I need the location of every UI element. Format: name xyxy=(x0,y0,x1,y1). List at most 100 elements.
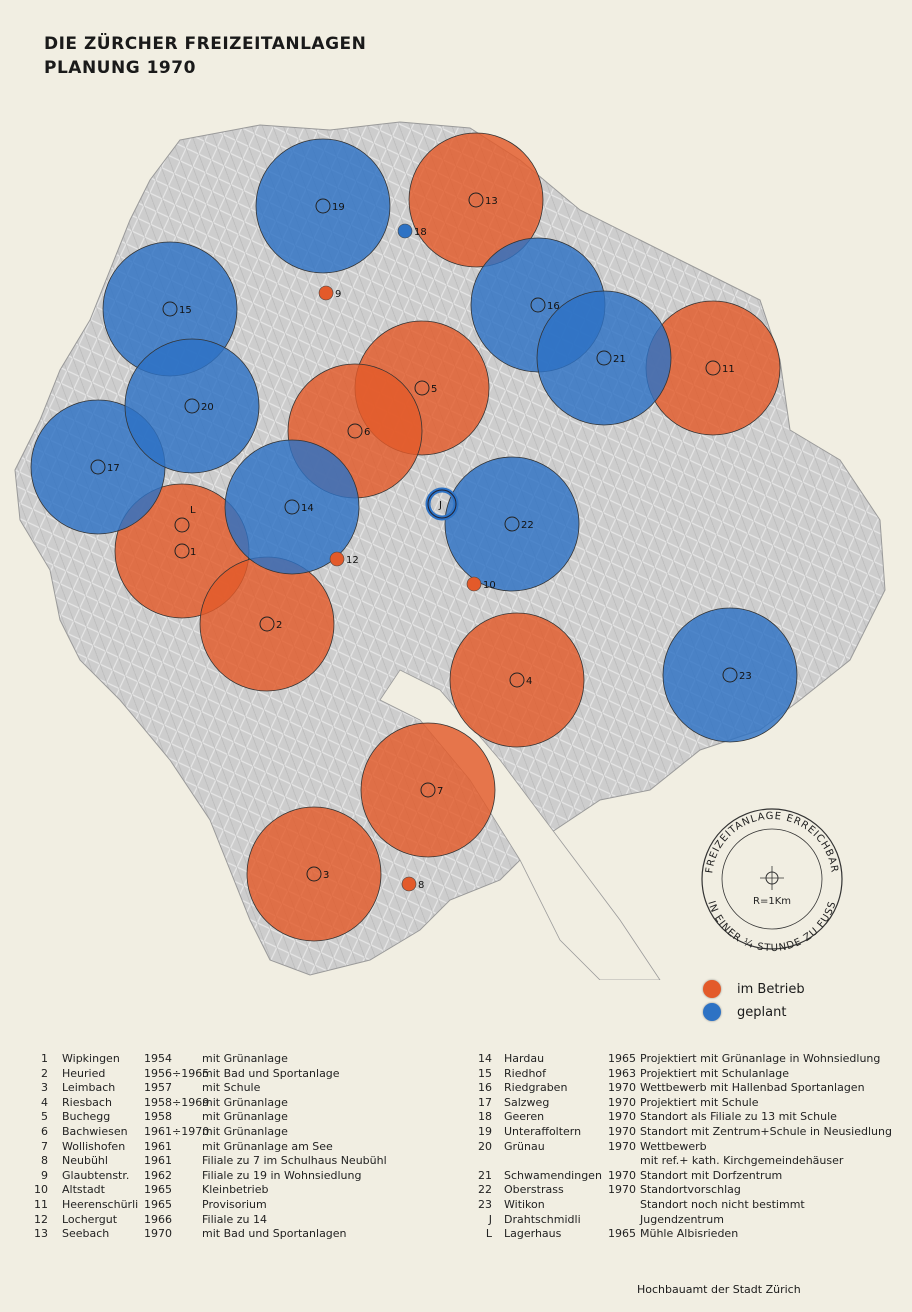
catchment-circle-21 xyxy=(536,290,672,426)
legend-planned: geplant xyxy=(703,1003,786,1021)
facility-year: 1970 xyxy=(608,1081,636,1095)
facility-note: mit Grünanlage xyxy=(202,1110,288,1124)
marker-11: 11 xyxy=(705,360,735,376)
facility-name: Heerenschürli xyxy=(62,1197,139,1211)
legend-orange-dot xyxy=(703,980,721,998)
facility-note: mit ref.+ kath. Kirchgemeindehäuser xyxy=(640,1154,844,1168)
facility-year: 1970 xyxy=(608,1168,636,1182)
facility-year: 1961÷1970 xyxy=(144,1124,210,1138)
facility-name: Schwamendingen xyxy=(504,1168,602,1182)
facility-row: 10 Altstadt 1965 Kleinbetrieb xyxy=(32,1183,432,1198)
facility-year: 1962 xyxy=(144,1168,172,1182)
facility-num: 16 xyxy=(478,1081,492,1095)
marker-label-15: 15 xyxy=(179,305,192,316)
marker-12: 12 xyxy=(329,551,359,567)
facility-name: Drahtschmidli xyxy=(504,1212,581,1226)
facility-row: 8 Neubühl 1961 Filiale zu 7 im Schulhaus Ne… xyxy=(32,1154,432,1169)
marker-label-13: 13 xyxy=(485,196,498,207)
facility-row: 15 Riedhof 1963 Projektiert mit Schulanlage xyxy=(478,1067,908,1082)
marker-label-7: 7 xyxy=(437,786,443,797)
stamp-radius-label: R=1Km xyxy=(753,896,791,907)
catchment-circles xyxy=(30,132,798,942)
facility-row: 18 Geeren 1970 Standort als Filiale zu 13 m… xyxy=(478,1110,908,1125)
marker-2: 2 xyxy=(259,616,282,632)
facility-num: 7 xyxy=(41,1139,48,1153)
facility-name: Hardau xyxy=(504,1052,545,1065)
facility-row: 17 Salzweg 1970 Projektiert mit Schule xyxy=(478,1096,908,1111)
facility-year: 1961 xyxy=(144,1139,172,1153)
marker-label-8: 8 xyxy=(418,880,424,891)
marker-22: 22 xyxy=(504,516,534,532)
facility-year: 1970 xyxy=(608,1095,636,1109)
catchment-circle-7 xyxy=(360,722,496,858)
facility-row: J Drahtschmidli Jugendzentrum xyxy=(478,1213,908,1228)
catchment-circle-2 xyxy=(199,556,335,692)
facility-note: Filiale zu 14 xyxy=(202,1212,267,1226)
marker-5: 5 xyxy=(414,380,437,396)
facility-year: 1965 xyxy=(608,1227,636,1241)
facility-note: mit Grünanlage xyxy=(202,1124,288,1138)
facility-row: 5 Buchegg 1958 mit Grünanlage xyxy=(32,1110,432,1125)
facility-note: Filiale zu 7 im Schulhaus Neubühl xyxy=(202,1154,387,1168)
legend-in-operation: im Betrieb xyxy=(703,980,805,998)
facility-year: 1957 xyxy=(144,1081,172,1095)
catchment-circle-4 xyxy=(449,612,585,748)
facility-name: Grünau xyxy=(504,1139,545,1153)
facility-year: 1954 xyxy=(144,1052,172,1065)
facility-row: 1 Wipkingen 1954 mit Grünanlage xyxy=(32,1052,432,1067)
scale-stamp: FREIZEITANLAGE ERREICHBAR IN EINER ¼ STU… xyxy=(701,808,843,955)
facility-num: 20 xyxy=(478,1139,492,1153)
facility-note: Standort mit Zentrum+Schule in Neusiedlu… xyxy=(640,1124,892,1138)
marker-10: 10 xyxy=(466,576,496,592)
marker-label-5: 5 xyxy=(431,384,437,395)
facility-name: Geeren xyxy=(504,1110,545,1124)
facility-note: Projektiert mit Grünanlage in Wohnsiedlu… xyxy=(640,1052,881,1065)
marker-label-4: 4 xyxy=(526,676,532,687)
credit: Hochbauamt der Stadt Zürich xyxy=(637,1283,801,1296)
svg-text:IN EINER ¼ STUNDE ZU FUSS: IN EINER ¼ STUNDE ZU FUSS xyxy=(705,900,838,955)
legend-blue-dot xyxy=(703,1003,721,1021)
facility-row: 7 Wollishofen 1961 mit Grünanlage am See xyxy=(32,1140,432,1155)
marker-label-3: 3 xyxy=(323,870,329,881)
marker-label-17: 17 xyxy=(107,463,120,474)
facility-year: 1965 xyxy=(144,1197,172,1211)
facility-name: Wipkingen xyxy=(62,1052,120,1065)
facility-note: mit Grünanlage xyxy=(202,1052,288,1065)
marker-label-14: 14 xyxy=(301,503,314,514)
marker-label-23: 23 xyxy=(739,671,752,682)
facility-note: Filiale zu 19 in Wohnsiedlung xyxy=(202,1168,362,1182)
facility-num: 4 xyxy=(41,1095,48,1109)
facility-row: 19 Unteraffoltern 1970 Standort mit Zentrum… xyxy=(478,1125,908,1140)
facility-note: Provisorium xyxy=(202,1197,267,1211)
marker-4: 4 xyxy=(509,672,532,688)
facility-row: 21 Schwamendingen 1970 Standort mit Dorfzen… xyxy=(478,1169,908,1184)
facility-row: mit ref.+ kath. Kirchgemeindehäuser xyxy=(478,1154,908,1169)
marker-16: 16 xyxy=(530,297,560,313)
facility-note: mit Grünanlage xyxy=(202,1095,288,1109)
facility-num: 23 xyxy=(478,1197,492,1211)
facility-num: L xyxy=(485,1227,492,1241)
marker-label-11: 11 xyxy=(722,364,735,375)
facility-row: 3 Leimbach 1957 mit Schule xyxy=(32,1081,432,1096)
title-line-1: DIE ZÜRCHER FREIZEITANLAGEN xyxy=(44,34,367,54)
marker-label-10: 10 xyxy=(483,580,496,591)
facility-name: Lochergut xyxy=(62,1212,118,1226)
facility-name: Heuried xyxy=(62,1066,106,1080)
facility-row: 4 Riesbach 1958÷1969 mit Grünanlage xyxy=(32,1096,432,1111)
facility-note: Projektiert mit Schule xyxy=(640,1095,759,1109)
facility-name: Neubühl xyxy=(62,1154,108,1168)
marker-19: 19 xyxy=(315,198,345,214)
facility-name: Oberstrass xyxy=(504,1183,564,1197)
marker-18: 18 xyxy=(397,223,427,239)
catchment-circle-23 xyxy=(662,607,798,743)
marker-23: 23 xyxy=(722,667,752,683)
marker-label-19: 19 xyxy=(332,202,345,213)
facility-name: Witikon xyxy=(504,1197,545,1211)
facility-num: 8 xyxy=(41,1154,48,1168)
marker-label-2: 2 xyxy=(276,620,282,631)
title-line-2: PLANUNG 1970 xyxy=(44,58,196,78)
facility-name: Riesbach xyxy=(62,1095,112,1109)
facility-year: 1965 xyxy=(608,1052,636,1065)
facility-row: 20 Grünau 1970 Wettbewerb xyxy=(478,1140,908,1155)
facility-num: 22 xyxy=(478,1183,492,1197)
